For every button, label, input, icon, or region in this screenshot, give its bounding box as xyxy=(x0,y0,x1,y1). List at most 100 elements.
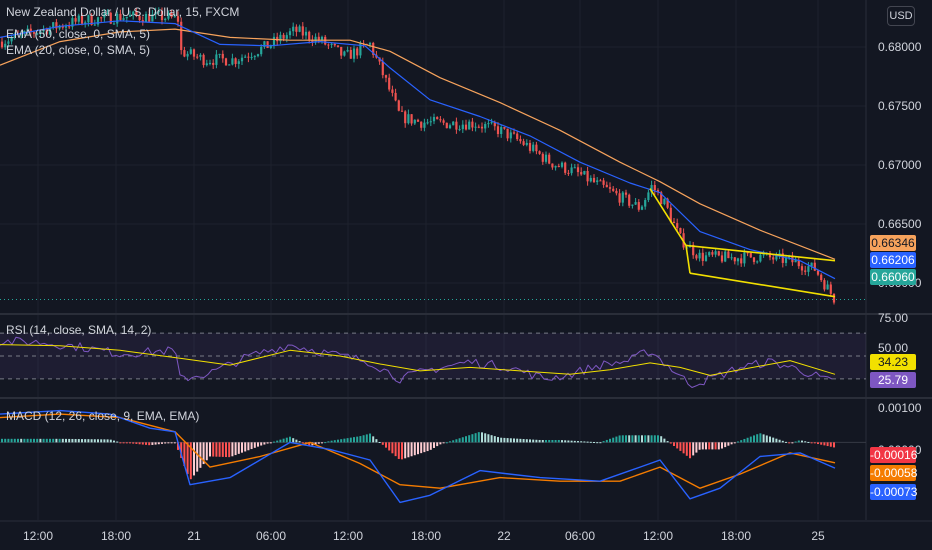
rsi-legend[interactable]: RSI (14, close, SMA, 14, 2) xyxy=(6,323,152,337)
macd-histogram-bar xyxy=(644,435,647,443)
candle-body xyxy=(381,61,384,76)
macd-histogram-bar xyxy=(705,442,707,450)
price-tick: 0.67500 xyxy=(878,99,922,113)
ema20-line xyxy=(0,20,836,280)
macd-histogram-bar xyxy=(202,442,205,465)
macd-histogram-bar xyxy=(810,442,813,444)
candle-body xyxy=(445,122,448,129)
macd-histogram-bar xyxy=(477,432,480,443)
macd-histogram-bar xyxy=(817,442,819,445)
macd-histogram-bar xyxy=(580,441,583,443)
candle-body xyxy=(189,49,192,54)
macd-histogram-bar xyxy=(372,436,375,443)
macd-histogram-bar xyxy=(807,441,810,443)
macd-histogram-bar xyxy=(180,442,183,458)
candle-body xyxy=(71,18,74,27)
time-tick: 06:00 xyxy=(564,529,596,543)
macd-histogram-bar xyxy=(503,437,506,443)
macd-histogram-bar xyxy=(106,439,109,443)
rsi-tick: 50.00 xyxy=(878,341,909,355)
macd-histogram-bar xyxy=(84,439,87,443)
candle-body xyxy=(756,261,759,263)
candle-body xyxy=(39,31,42,34)
candle-body xyxy=(23,30,26,34)
macd-histogram-bar xyxy=(717,442,720,450)
candle-body xyxy=(532,144,535,151)
candle-body xyxy=(74,18,77,22)
macd-histogram-bar xyxy=(420,442,423,454)
ema50-price-badge: 0.66346 xyxy=(870,235,916,251)
macd-histogram-bar xyxy=(801,440,803,443)
candle-body xyxy=(724,251,727,262)
candle-body xyxy=(135,11,138,16)
time-tick: 25 xyxy=(811,529,825,543)
macd-histogram-bar xyxy=(525,439,528,443)
candle-body xyxy=(656,190,660,193)
candle-body xyxy=(330,43,333,45)
candle-body xyxy=(100,17,103,19)
macd-histogram-bar xyxy=(148,442,151,446)
macd-histogram-bar xyxy=(410,442,413,457)
candle-body xyxy=(832,293,836,303)
candle-body xyxy=(637,202,640,210)
candle-body xyxy=(343,51,346,56)
ema50-legend[interactable]: EMA (50, close, 0, SMA, 5) xyxy=(6,27,151,41)
candle-body xyxy=(173,16,176,18)
macd-legend[interactable]: MACD (12, 26, close, 9, EMA, EMA) xyxy=(6,409,200,423)
macd-histogram-bar xyxy=(833,442,835,448)
candle-body xyxy=(669,207,672,222)
candle-body xyxy=(378,57,381,62)
candle-body xyxy=(215,54,218,65)
macd-histogram-bar xyxy=(577,441,579,443)
macd-histogram-bar xyxy=(109,439,112,443)
macd-histogram-bar xyxy=(516,438,519,443)
candle-body xyxy=(116,13,119,24)
candle-body xyxy=(452,121,455,126)
currency-button[interactable]: USD xyxy=(887,6,915,26)
macd-histogram-bar xyxy=(413,442,416,456)
macd-histogram-bar xyxy=(609,438,611,443)
ema20-legend[interactable]: EMA (20, close, 0, SMA, 5) xyxy=(6,43,151,57)
candle-body xyxy=(461,124,464,130)
price-tick: 0.68000 xyxy=(878,40,922,54)
candle-body xyxy=(519,139,522,142)
macd-histogram-bar xyxy=(381,442,384,445)
candle-body xyxy=(573,167,576,169)
candle-body xyxy=(68,26,71,28)
candle-body xyxy=(400,110,404,112)
candle-body xyxy=(237,61,240,64)
candle-body xyxy=(292,26,295,32)
candle-body xyxy=(493,122,496,127)
candle-body xyxy=(781,253,784,263)
macd-histogram-bar xyxy=(375,439,378,443)
macd-histogram-bar xyxy=(487,434,490,443)
candle-body xyxy=(624,192,628,195)
macd-histogram-bar xyxy=(353,437,355,443)
macd-histogram-bar xyxy=(1,438,3,443)
candle-body xyxy=(439,119,442,121)
macd-histogram-bar xyxy=(340,439,343,443)
macd-histogram-bar xyxy=(465,436,467,443)
candle-body xyxy=(484,124,487,129)
macd-histogram-bar xyxy=(401,442,403,460)
candle-body xyxy=(263,41,266,47)
macd-histogram-bar xyxy=(583,441,586,443)
candle-body xyxy=(768,252,772,258)
candle-body xyxy=(628,194,631,206)
candle-body xyxy=(509,132,512,139)
candle-body xyxy=(496,126,500,134)
macd-histogram-bar xyxy=(23,438,26,443)
macd-histogram-bar xyxy=(637,435,640,443)
candle-body xyxy=(679,227,682,234)
candle-body xyxy=(522,141,525,145)
macd-histogram-bar xyxy=(231,442,234,457)
rsi-value-badge: 25.79 xyxy=(870,372,916,388)
macd-histogram-bar xyxy=(269,442,272,444)
macd-histogram-bar xyxy=(10,438,13,443)
macd-histogram-bar xyxy=(135,442,138,444)
candle-body xyxy=(132,11,135,15)
macd-histogram-bar xyxy=(132,442,135,444)
macd-histogram-bar xyxy=(433,442,435,448)
macd-histogram-bar xyxy=(733,442,736,444)
